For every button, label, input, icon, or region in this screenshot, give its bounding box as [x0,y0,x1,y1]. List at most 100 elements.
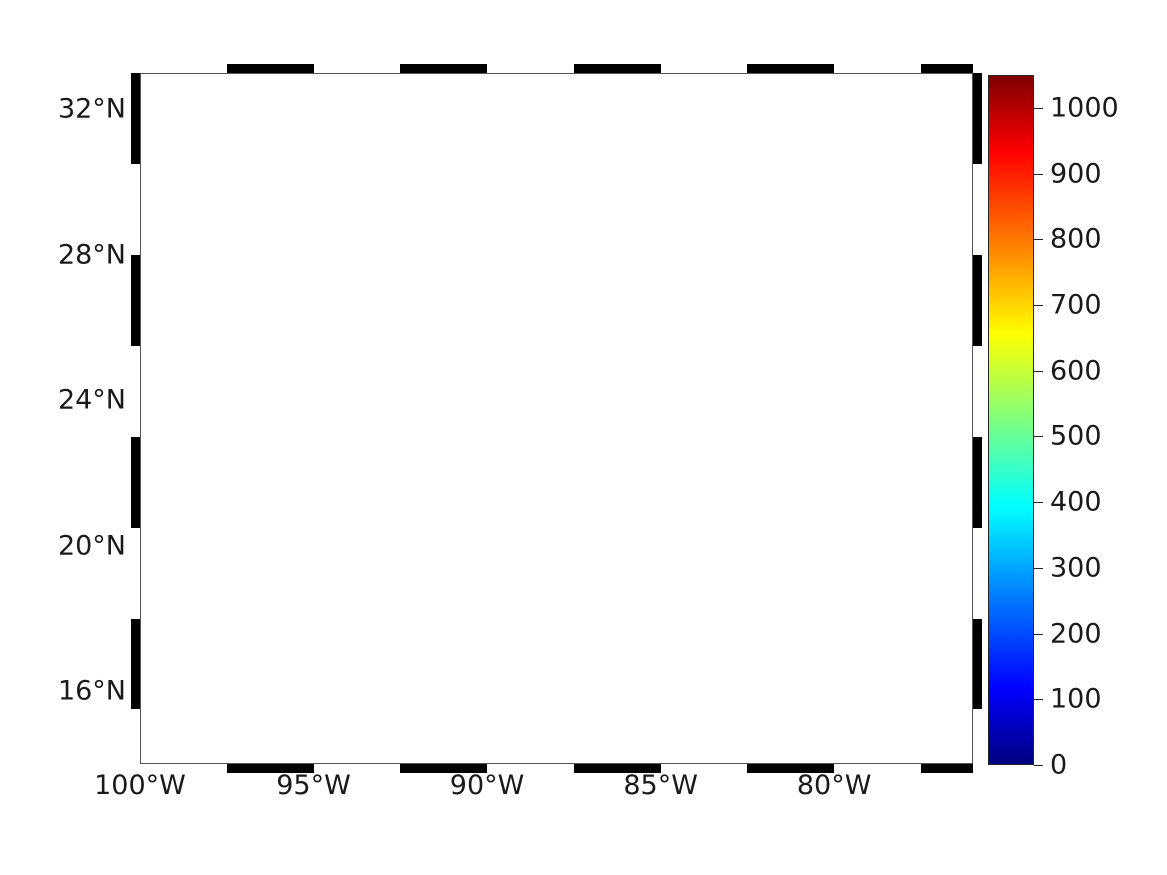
frame-seg-top-1 [226,64,314,73]
colorbar-tick-label-7: 700 [1050,289,1102,321]
frame-seg-left-5 [131,527,140,619]
frame-seg-right-7 [973,709,982,764]
graticule [140,73,973,764]
frame-corner-br [973,764,982,773]
map-axes[interactable] [131,64,982,773]
frame-corner-tl [131,64,140,73]
coastline-galveston-bay [315,186,319,202]
coastline-florida-keys [760,357,821,381]
coastline-tampa-bay [740,249,745,265]
frame-seg-top-8 [834,64,921,73]
frame-seg-top-5 [573,64,661,73]
frame-seg-right-5 [973,527,982,619]
data-field [218,73,973,691]
coastline-mobile-bay [555,157,560,169]
colorbar-tick-mark-8 [1034,239,1043,241]
colorbar-axes[interactable]: 0 100 200 300 400 500 600 700 800 900 1000 [988,75,1119,779]
y-tick-label-3: 20°N [57,530,126,562]
colorbar-tick-label-6: 600 [1050,355,1102,387]
colorbar-tick-label-0: 0 [1050,749,1068,781]
frame-seg-top-3 [400,64,488,73]
coastline-florida-west [740,262,816,362]
colorbar-tick-mark-7 [1034,305,1043,306]
frame-seg-left-2 [131,254,140,346]
y-tick-label-0: 32°N [57,93,126,125]
frame-seg-right-3 [973,345,982,437]
coastline-andros [895,360,918,398]
x-tick-label-4: 80°W [796,770,872,801]
coastline-grand-bahama [866,301,904,310]
coastline-mexico-east [224,329,439,601]
coastline-laguna-madre [234,273,239,320]
frame-seg-top-7 [747,64,835,73]
frame-corner-tr [973,64,982,73]
frame-seg-right-4 [973,436,982,528]
frame-seg-top-6 [660,64,748,73]
coastline-florida-lake-b [779,254,784,259]
frame-seg-left-3 [131,345,140,437]
land-mask [721,164,834,364]
colorbar-tick-mark-5 [1034,436,1043,438]
frame-seg-top-0 [140,64,227,73]
coastline-exuma [963,389,973,411]
y-tick-label-4: 16°N [57,675,126,707]
frame-seg-top-2 [313,64,401,73]
frame-seg-top-9 [920,64,973,73]
coastline-florida-lake-c [787,271,791,275]
colorbar-tick-label-1: 100 [1050,683,1102,715]
coastline-texas-lake2 [307,151,316,162]
coastline-lake-okeechobee [798,291,813,306]
coastline-cay-sal [819,411,834,416]
coastline-jamaica [890,600,966,624]
coastline-isla-juventud [723,475,749,488]
frame-seg-left-0 [131,73,140,164]
colorbar-tick-mark-3 [1034,567,1043,569]
coastline-matagorda [272,220,293,235]
colorbar-tick-label-8: 800 [1050,223,1102,255]
frame-seg-left-4 [131,436,140,528]
colorbar-tick-label-10: 1000 [1050,92,1119,124]
frame-seg-right-0 [973,73,982,164]
frame-seg-bottom-9 [920,764,973,773]
coastline-us-gulf [229,168,741,330]
frame-seg-top-4 [487,64,574,73]
colorbar-tick-mark-2 [1034,633,1043,635]
colorbar-tick-label-2: 200 [1050,618,1102,650]
x-tick-label-2: 90°W [449,770,525,801]
colorbar-tick-mark-1 [1034,699,1043,701]
coastline-eleuthera [949,344,970,379]
coastline-atchafalaya [432,197,453,206]
frame-seg-left-6 [131,618,140,710]
colorbar-tick-mark-4 [1034,502,1043,504]
y-tick-label-1: 28°N [57,239,126,271]
coastline-texas-lake [300,128,314,144]
frame-seg-right-6 [973,618,982,710]
colorbar-tick-label-9: 900 [1050,158,1102,190]
coastline-mexico-pacific [140,648,504,764]
colorbar-tick-mark-10 [1034,107,1043,109]
coastline-florida-east [786,73,855,360]
colorbar-tick-label-4: 400 [1050,486,1102,518]
y-tick-label-2: 24°N [57,384,126,416]
colorbar-tick-mark-6 [1034,370,1043,372]
colorbar-tick-label-5: 500 [1050,420,1102,452]
coastlines [140,73,973,764]
frame-seg-left-7 [131,709,140,764]
coastline-cuba [662,431,973,544]
colorbar-gradient[interactable] [988,75,1034,765]
colorbar-tick-label-3: 300 [1050,552,1102,584]
frame-seg-right-1 [973,163,982,255]
coastline-florida-lake-a [770,241,775,247]
colorbar-tick-mark-0 [1034,765,1043,766]
x-tick-label-1: 95°W [276,770,351,801]
map-background [140,73,973,764]
x-tick-label-3: 85°W [623,770,698,801]
colorbar-tick-mark-9 [1034,173,1043,175]
coastline-central-america [517,646,721,764]
coastline-yucatan [438,486,597,646]
frame-seg-left-1 [131,163,140,255]
coastline-abaco [912,293,940,330]
map-canvas[interactable] [140,73,973,764]
frame-seg-right-2 [973,254,982,346]
